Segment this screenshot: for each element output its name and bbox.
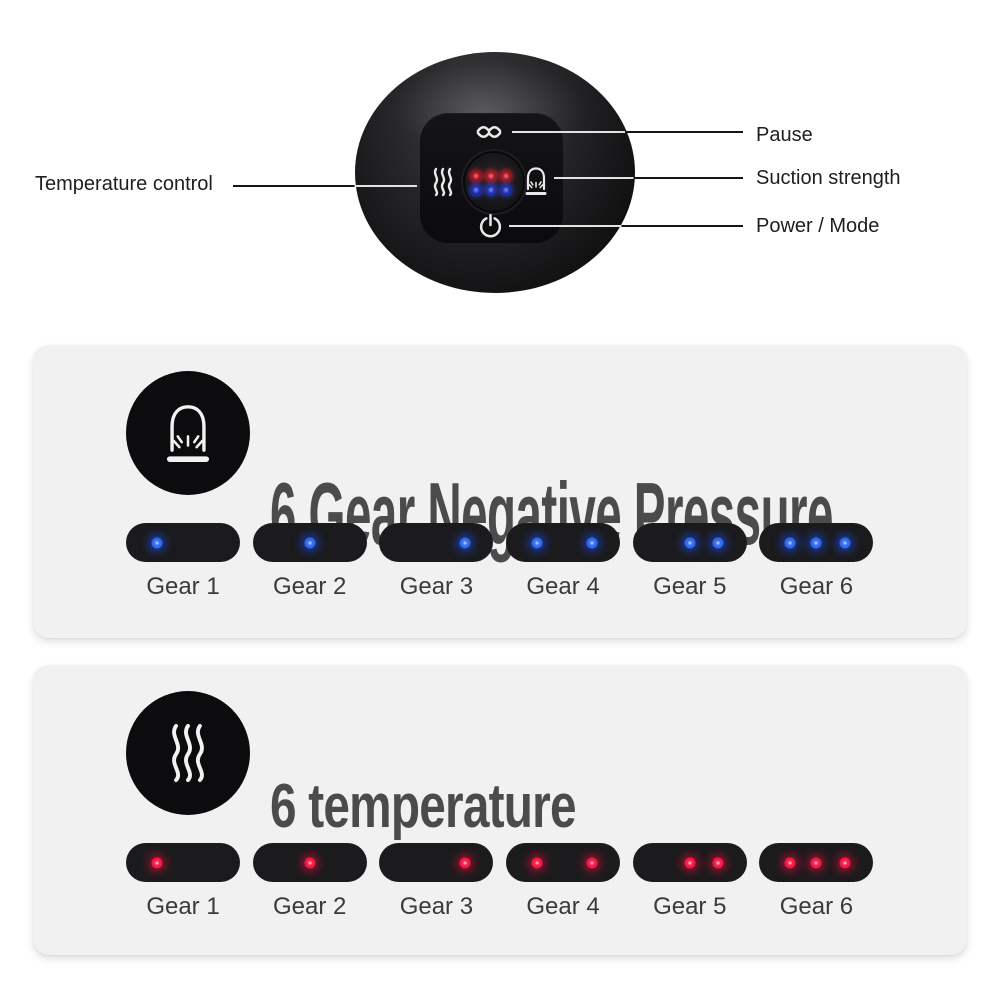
- suction-strength-label: Suction strength: [756, 167, 901, 189]
- gear-pill: [126, 843, 240, 882]
- callout-line-suction: [554, 177, 743, 179]
- cupping-icon: [166, 405, 210, 463]
- indicator-dot: [810, 536, 823, 549]
- indicator-dot: [712, 856, 725, 869]
- indicator-dot: [810, 856, 823, 869]
- heat-icon-badge: [126, 691, 250, 815]
- gear-label: Gear 3: [399, 573, 474, 600]
- gear-item: Gear 1: [126, 523, 240, 599]
- indicator-dot: [585, 536, 598, 549]
- gear-pill: [632, 523, 747, 562]
- indicator-dot: [303, 536, 316, 549]
- device-body: [355, 52, 635, 293]
- power-mode-label: Power / Mode: [756, 215, 880, 237]
- gear-item: Gear 1: [126, 843, 240, 919]
- panel-negative-pressure: 6 Gear Negative Pressure Gear 1 Gear 2 Gea…: [33, 345, 967, 638]
- indicator-dot: [530, 536, 543, 549]
- indicator-dot: [683, 536, 696, 549]
- gear-item: Gear 3: [379, 523, 494, 600]
- device-diagram: Pause Suction strength Power / Mode Temp…: [0, 0, 1000, 340]
- gear-item: Gear 6: [759, 843, 874, 920]
- cupping-icon-badge: [126, 371, 250, 495]
- gear-label: Gear 4: [526, 573, 600, 600]
- gear-item: Gear 4: [506, 523, 621, 600]
- gear-label: Gear 2: [273, 893, 347, 920]
- gear-label: Gear 5: [653, 893, 727, 920]
- gear-pill: [126, 523, 240, 562]
- heat-icon: [431, 167, 455, 197]
- gear-pill: [379, 523, 494, 562]
- red-led: [471, 171, 481, 181]
- gear-row-negative-pressure: Gear 1 Gear 2 Gear 3 Gear 4 Gear 5 Gear 6: [126, 523, 874, 600]
- gear-pill: [506, 523, 621, 562]
- indicator-dot: [838, 856, 851, 869]
- indicator-dot: [530, 856, 543, 869]
- panel-temperature: 6 temperature Gear 1 Gear 2 Gear 3 Gear 4 Ge…: [33, 665, 967, 955]
- indicator-dot: [458, 856, 471, 869]
- gear-label: Gear 1: [146, 893, 220, 920]
- blue-led: [486, 185, 496, 195]
- gear-item: Gear 2: [252, 523, 367, 600]
- indicator-dot: [712, 536, 725, 549]
- gear-item: Gear 5: [632, 523, 747, 600]
- temperature-control-label: Temperature control: [35, 173, 213, 195]
- gear-pill: [632, 843, 747, 882]
- gear-row-temperature: Gear 1 Gear 2 Gear 3 Gear 4 Gear 5 Gear 6: [126, 843, 874, 920]
- indicator-dot: [683, 856, 696, 869]
- gear-label: Gear 1: [146, 573, 220, 600]
- gear-pill: [506, 843, 621, 882]
- indicator-dot: [150, 536, 163, 549]
- panel-title: 6 temperature: [270, 772, 577, 842]
- cupping-icon: [523, 165, 549, 197]
- gear-pill: [379, 843, 494, 882]
- led-circle: [465, 153, 523, 211]
- gear-item: Gear 6: [759, 523, 874, 600]
- callout-line-pause: [512, 131, 743, 133]
- indicator-dot: [784, 536, 797, 549]
- gear-label: Gear 3: [399, 893, 474, 920]
- heat-icon: [172, 723, 204, 783]
- callout-line-power: [509, 225, 743, 227]
- indicator-dot: [838, 536, 851, 549]
- blue-led: [471, 185, 481, 195]
- indicator-dot: [150, 856, 163, 869]
- red-led: [486, 171, 496, 181]
- gear-pill: [252, 843, 367, 882]
- gear-item: Gear 3: [379, 843, 494, 920]
- blue-led: [501, 185, 511, 195]
- indicator-dot: [458, 536, 471, 549]
- indicator-dot: [303, 856, 316, 869]
- gear-item: Gear 4: [506, 843, 621, 920]
- gear-item: Gear 5: [632, 843, 747, 920]
- gear-label: Gear 6: [779, 573, 854, 600]
- power-icon: [478, 213, 503, 238]
- gear-pill: [759, 523, 874, 562]
- gear-label: Gear 6: [779, 893, 854, 920]
- indicator-dot: [784, 856, 797, 869]
- gear-label: Gear 5: [653, 573, 727, 600]
- red-led: [501, 171, 511, 181]
- pause-label: Pause: [756, 124, 813, 146]
- gear-label: Gear 4: [526, 893, 600, 920]
- vibration-wave-icon: [475, 123, 503, 141]
- gear-pill: [759, 843, 874, 882]
- gear-item: Gear 2: [252, 843, 367, 920]
- gear-pill: [252, 523, 367, 562]
- indicator-dot: [585, 856, 598, 869]
- gear-label: Gear 2: [273, 573, 347, 600]
- callout-line-temperature: [233, 185, 417, 187]
